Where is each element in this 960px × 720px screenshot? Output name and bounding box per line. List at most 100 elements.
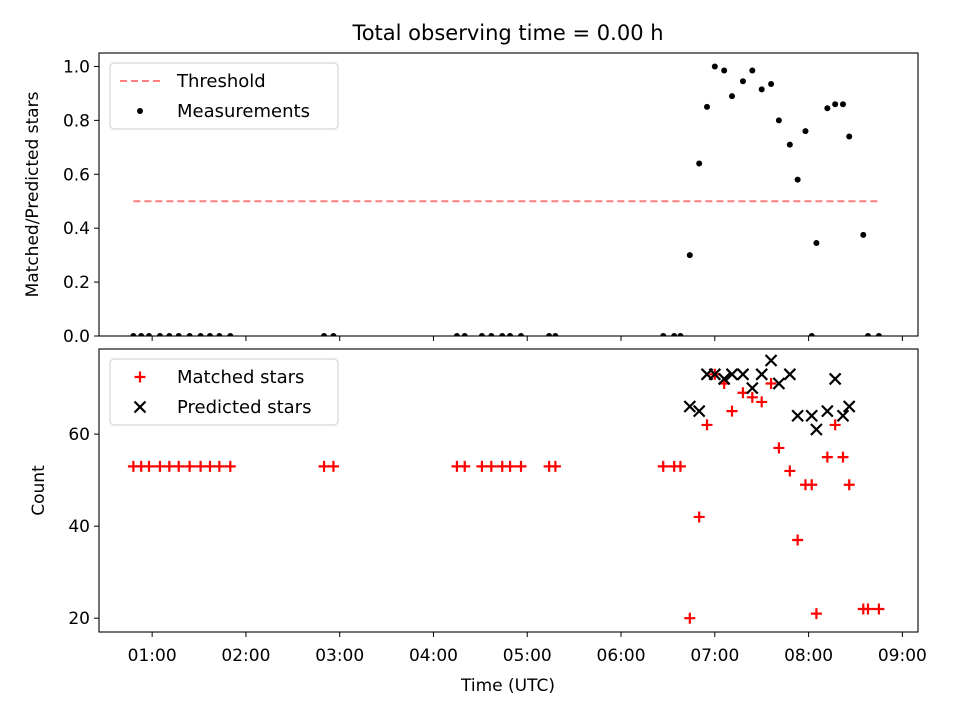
matched-stars-point	[504, 460, 516, 472]
predicted-stars-point	[828, 372, 842, 386]
matched-stars-point	[195, 460, 207, 472]
measurements-point	[794, 176, 801, 183]
measurements-point	[660, 333, 667, 336]
legend-box	[109, 358, 339, 426]
predicted-stars-point	[783, 368, 797, 381]
matched-stars-point	[485, 460, 497, 472]
plot-area	[127, 354, 885, 624]
matched-stars-point	[163, 460, 175, 472]
matched-stars-point	[792, 534, 804, 546]
matched-stars-point	[549, 460, 561, 472]
plot-area	[130, 63, 882, 336]
x-tick-label: 03:00	[315, 646, 364, 666]
top-panel: 0.0 0.2 0.4 0.6 0.8 1.0 Threshold Measurements	[63, 52, 919, 347]
predicted-stars-point	[683, 400, 697, 413]
x-tick-label: 09:00	[878, 646, 927, 666]
measurements-point	[802, 128, 809, 135]
measurements-point	[227, 333, 234, 336]
measurements-point	[775, 117, 782, 124]
y-tick-label: 0.4	[63, 219, 90, 239]
predicted-stars-point	[764, 354, 778, 367]
matched-stars-point	[726, 405, 738, 417]
x-tick-label: 07:00	[690, 646, 739, 666]
measurements-point	[453, 333, 460, 336]
measurements-point	[677, 333, 684, 336]
measurements-point	[768, 80, 775, 87]
matched-stars-point	[810, 608, 822, 620]
measurements-point	[808, 333, 815, 336]
measurements-point	[488, 333, 495, 336]
measurements-point	[499, 333, 506, 336]
matched-stars-point	[213, 460, 225, 472]
measurements-point	[875, 333, 882, 336]
bottom-y-axis-label: Count	[29, 465, 49, 516]
matched-stars-legend-handle	[134, 371, 146, 383]
measurements-point	[478, 333, 485, 336]
measurements-point	[330, 333, 337, 336]
predicted-stars-point	[836, 409, 850, 423]
measurements-point	[824, 105, 831, 112]
x-tick-label: 04:00	[409, 646, 458, 666]
axes-frame	[98, 348, 919, 633]
matched-stars-point	[154, 460, 166, 472]
matched-stars-legend-label: Matched stars	[177, 367, 304, 388]
predicted-stars-point	[805, 409, 818, 423]
measurements-point	[206, 333, 213, 336]
measurements-point	[758, 86, 765, 93]
matched-stars-point	[773, 442, 785, 454]
measurements-point	[832, 101, 839, 108]
matched-stars-point	[829, 419, 841, 431]
measurements-point	[860, 231, 867, 238]
matched-stars-point	[684, 612, 696, 624]
predicted-stars-legend-label: Predicted stars	[177, 397, 311, 418]
measurements-legend-label: Measurements	[177, 101, 310, 122]
matched-stars-point	[459, 460, 471, 472]
measurements-point	[552, 333, 559, 336]
top-y-axis-label: Matched/Predicted stars	[23, 91, 43, 297]
measurements-point	[721, 67, 728, 74]
matched-stars-point	[224, 460, 236, 472]
chart-title: Total observing time = 0.00 h	[351, 21, 663, 45]
matched-stars-point	[657, 460, 669, 472]
matched-stars-point	[756, 396, 768, 408]
y-tick-label: 0.0	[63, 327, 90, 347]
measurements-point	[729, 93, 736, 100]
measurements-point	[216, 333, 223, 336]
measurements-point	[130, 333, 137, 336]
measurements-point	[507, 333, 514, 336]
matched-stars-point	[862, 603, 874, 615]
matched-stars-point	[701, 419, 713, 431]
measurements-point	[696, 160, 703, 167]
matched-stars-point	[184, 460, 196, 472]
predicted-stars-point	[692, 404, 706, 418]
legend-box	[109, 62, 339, 130]
predicted-stars-legend-handle	[133, 400, 147, 414]
measurements-point	[197, 333, 204, 336]
measurements-point	[703, 103, 710, 110]
matched-stars-point	[873, 603, 885, 615]
measurements-point	[156, 333, 163, 336]
matched-stars-point	[515, 460, 527, 472]
predicted-stars-point	[772, 377, 786, 390]
x-tick-label: 02:00	[221, 646, 270, 666]
measurements-point	[461, 333, 468, 336]
predicted-stars-point	[810, 423, 823, 436]
measurements-point	[186, 333, 193, 336]
measurements-point	[138, 333, 145, 336]
measurements-point	[839, 101, 846, 108]
measurements-point	[546, 333, 553, 336]
legend: Threshold Measurements	[109, 62, 339, 130]
measurements-point	[739, 78, 746, 85]
matched-stars-point	[765, 378, 777, 390]
matched-stars-point	[143, 460, 155, 472]
measurements-point	[175, 333, 182, 336]
y-tick-label: 1.0	[63, 57, 90, 77]
matched-stars-point	[318, 460, 330, 472]
y-tick-label: 0.6	[63, 165, 90, 185]
predicted-stars-point	[791, 409, 804, 423]
bottom-panel: 20 40 60 01:00 02:00 03:00 04:00 05:00 06:00 07:0…	[68, 348, 927, 666]
predicted-stars-point	[736, 368, 750, 381]
measurements-point	[749, 67, 756, 74]
matched-stars-point	[327, 460, 339, 472]
